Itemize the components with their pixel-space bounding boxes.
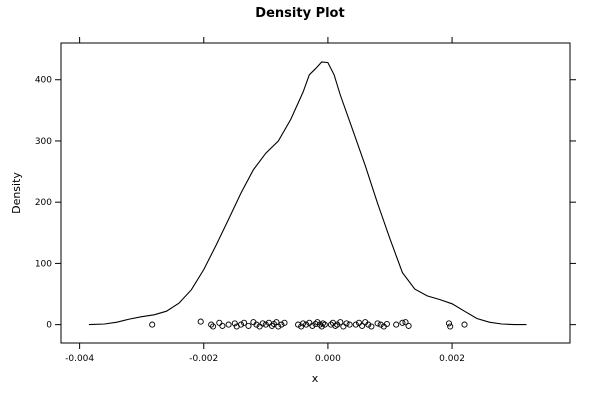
- rug-point: [318, 323, 325, 330]
- rug-point: [337, 319, 344, 326]
- rug-point: [219, 322, 226, 329]
- rug-point: [245, 322, 252, 329]
- rug-point: [309, 322, 316, 329]
- plot-frame: [60, 42, 571, 344]
- rug-point: [321, 321, 328, 328]
- y-tick-label: 200: [35, 198, 52, 208]
- rug-point: [340, 323, 347, 330]
- rug-point: [303, 321, 310, 328]
- rug-point: [355, 319, 363, 326]
- rug-point: [343, 320, 350, 327]
- rug-point: [278, 321, 285, 328]
- rug-point: [241, 319, 248, 326]
- rug-point: [216, 319, 223, 326]
- chart-title: Density Plot: [255, 6, 344, 21]
- rug-point: [405, 322, 412, 329]
- rug-point: [393, 321, 400, 328]
- data-marks: [88, 61, 527, 330]
- rug-point: [237, 321, 245, 328]
- rug-point: [197, 318, 204, 325]
- density-curve: [88, 61, 527, 326]
- rug-point: [306, 319, 313, 326]
- rug-point: [256, 323, 263, 330]
- rug-point: [312, 320, 319, 328]
- rug-point: [231, 320, 238, 327]
- rug-point: [352, 321, 359, 328]
- rug-point: [399, 319, 406, 326]
- rug-point: [149, 321, 156, 328]
- rug-point: [332, 322, 339, 329]
- axis-ticks: [55, 37, 576, 349]
- rug-point: [298, 323, 305, 330]
- rug-point: [210, 323, 217, 330]
- x-tick-label: 0.000: [315, 354, 341, 364]
- rug-point: [327, 321, 335, 328]
- x-tick-label: -0.002: [189, 354, 218, 364]
- rug-point: [383, 320, 390, 328]
- rug-point: [359, 322, 366, 329]
- rug-point: [447, 323, 454, 330]
- rug-point: [368, 323, 375, 330]
- rug-point: [281, 319, 288, 326]
- y-tick-label: 0: [46, 321, 52, 331]
- rug-point: [268, 322, 276, 329]
- rug-point: [377, 321, 384, 328]
- y-axis-label: Density: [10, 172, 23, 214]
- rug-point: [275, 323, 282, 330]
- axis-tick-labels: -0.004 -0.002 0.000 0.002 0 100 200 300 400: [35, 76, 465, 364]
- rug-point: [259, 320, 266, 327]
- rug-point: [225, 321, 232, 328]
- rug-point: [374, 320, 381, 327]
- rug-point: [262, 321, 269, 328]
- rug-point: [346, 321, 353, 328]
- y-tick-label: 100: [35, 259, 52, 269]
- rug-point: [445, 320, 453, 327]
- rug-point: [300, 320, 307, 327]
- rug-point: [253, 321, 260, 328]
- x-axis-label: x: [312, 372, 319, 385]
- y-tick-label: 300: [35, 137, 52, 147]
- x-tick-label: -0.004: [65, 354, 94, 364]
- y-tick-label: 400: [35, 76, 52, 86]
- rug-point: [402, 319, 409, 326]
- x-tick-label: 0.002: [439, 354, 465, 364]
- rug-point: [208, 321, 215, 328]
- rug-point: [461, 321, 468, 328]
- rug-point: [365, 321, 372, 328]
